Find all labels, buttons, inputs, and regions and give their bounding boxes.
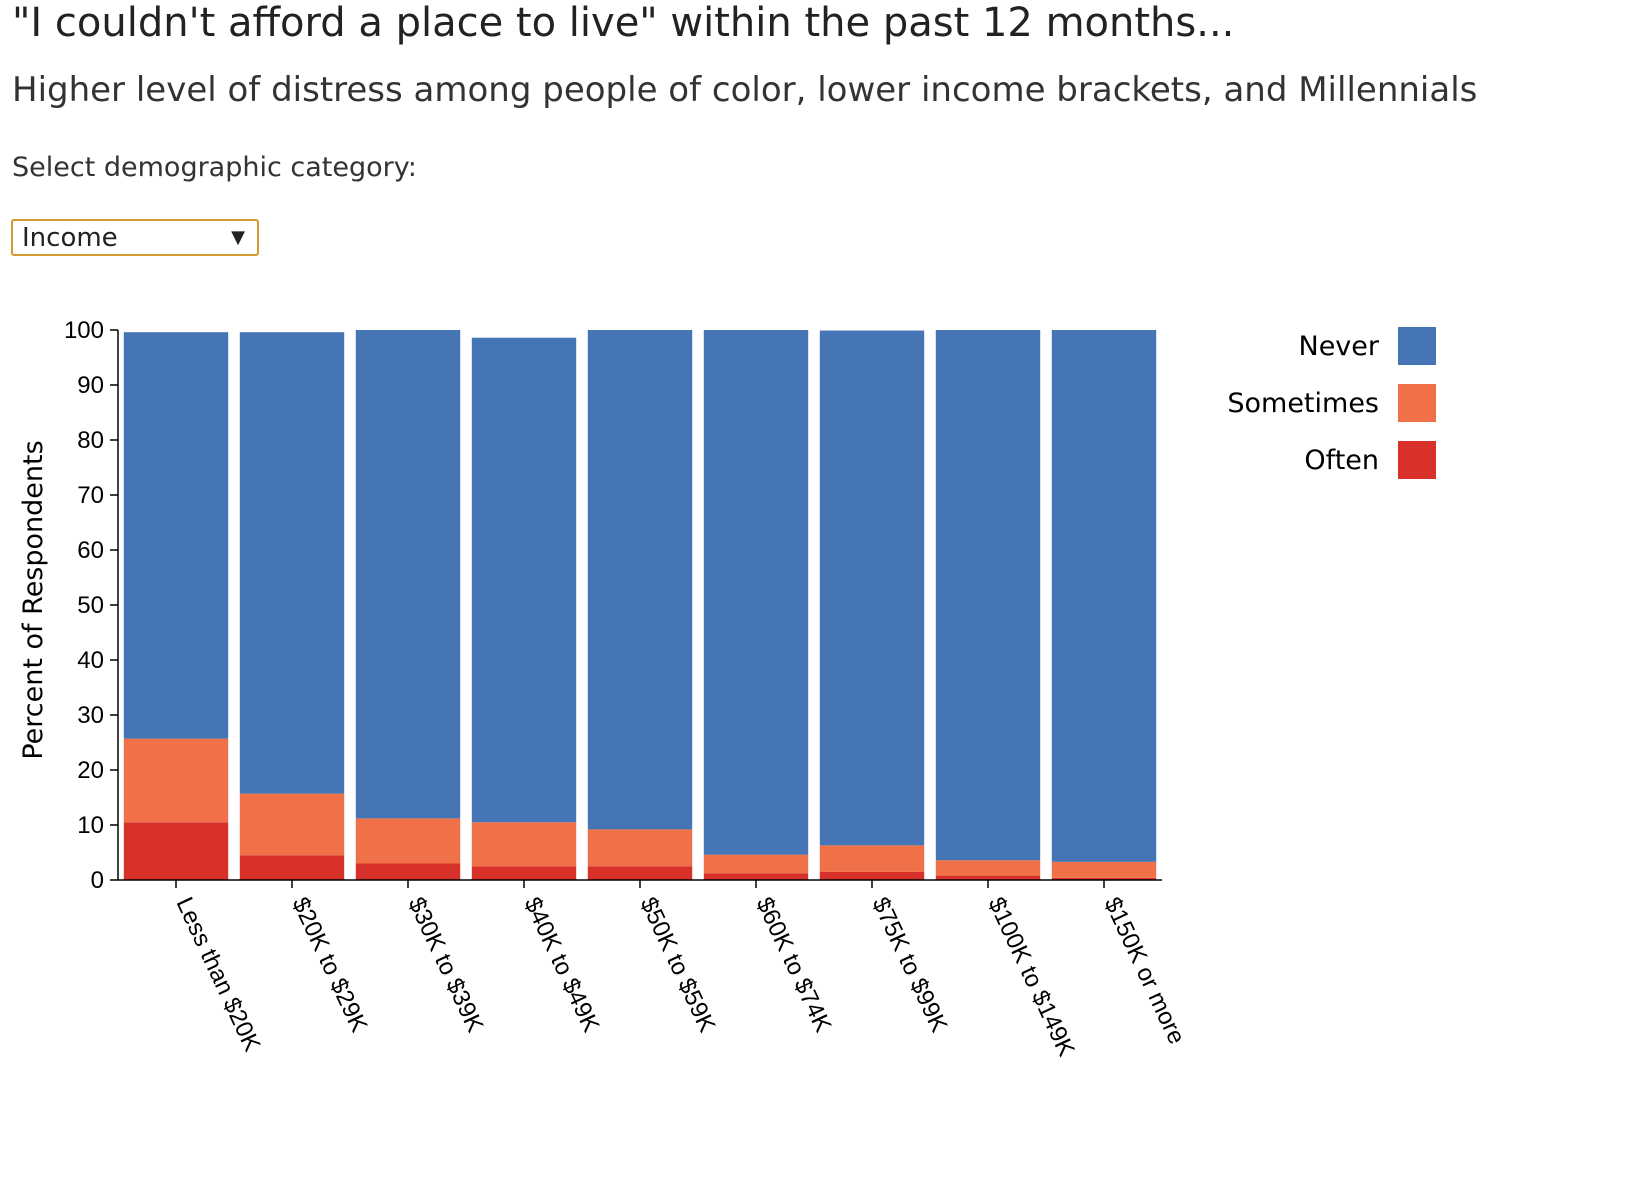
legend-label-never: Never: [1299, 331, 1380, 362]
legend-label-sometimes: Sometimes: [1227, 388, 1379, 419]
x-axis: Less than $20K $20K to $29K $30K to $39K $4…: [118, 879, 1191, 1061]
demographic-select-value: Income: [22, 222, 118, 253]
bar-often-2: [355, 863, 461, 880]
bar-often-0: [123, 822, 229, 880]
bar-sometimes-0: [123, 738, 229, 823]
bar-sometimes-5: [703, 854, 809, 874]
bar-never-0: [123, 332, 229, 739]
y-tick-label-2: 20: [77, 757, 104, 784]
legend-label-often: Often: [1304, 445, 1379, 476]
bar-never-3: [471, 337, 577, 823]
x-tick-label-5: $60K to $74K: [751, 893, 837, 1036]
x-tick-label-3: $40K to $49K: [519, 893, 605, 1036]
x-tick-label-7: $100K to $149K: [983, 893, 1080, 1060]
bar-never-8: [1051, 330, 1157, 862]
bar-never-5: [703, 330, 809, 855]
bar-never-7: [935, 330, 1041, 861]
bar-sometimes-7: [935, 860, 1041, 876]
y-tick-label-1: 10: [77, 812, 104, 839]
bar-often-8: [1051, 877, 1157, 880]
x-tick-label-1: $20K to $29K: [287, 893, 373, 1036]
bar-never-1: [239, 332, 345, 794]
x-tick-label-2: $30K to $39K: [403, 893, 489, 1036]
y-tick-label-10: 100: [64, 317, 104, 344]
demographic-select[interactable]: Income ▼: [11, 219, 259, 256]
chart-subtitle: Higher level of distress among people of…: [12, 70, 1478, 110]
x-tick-label-6: $75K to $99K: [867, 893, 953, 1036]
y-tick-label-0: 0: [91, 867, 104, 894]
bar-never-2: [355, 330, 461, 819]
bar-often-1: [239, 855, 345, 880]
y-tick-label-6: 60: [77, 537, 104, 564]
stacked-bar-chart: 0 10 20 30 40 50 60 70 80 90 100 Less than $20K $20…: [18, 317, 1436, 1061]
bar-often-5: [703, 873, 809, 880]
y-tick-label-7: 70: [77, 482, 104, 509]
legend-swatch-often: [1398, 441, 1436, 479]
bar-often-7: [935, 875, 1041, 880]
chart-title: "I couldn't afford a place to live" with…: [12, 0, 1235, 46]
bar-never-6: [819, 330, 925, 846]
bar-often-6: [819, 871, 925, 880]
y-axis: 0 10 20 30 40 50 60 70 80 90 100: [64, 317, 119, 894]
bars-group: [123, 330, 1157, 880]
x-tick-label-0: Less than $20K: [171, 893, 266, 1056]
legend-swatch-sometimes: [1398, 384, 1436, 422]
bar-sometimes-1: [239, 793, 345, 856]
dropdown-arrow-icon: ▼: [231, 227, 245, 248]
bar-sometimes-6: [819, 845, 925, 872]
select-label: Select demographic category:: [12, 152, 417, 183]
bar-often-3: [471, 866, 577, 880]
bar-never-4: [587, 330, 693, 830]
bar-sometimes-4: [587, 829, 693, 867]
y-tick-label-9: 90: [77, 372, 104, 399]
x-tick-label-4: $50K to $59K: [635, 893, 721, 1036]
bar-often-4: [587, 866, 693, 880]
bar-sometimes-3: [471, 822, 577, 867]
legend-swatch-never: [1398, 327, 1436, 365]
y-tick-label-3: 30: [77, 702, 104, 729]
y-tick-label-5: 50: [77, 592, 104, 619]
y-tick-label-4: 40: [77, 647, 104, 674]
bar-sometimes-8: [1051, 861, 1157, 878]
x-tick-label-8: $150K or more: [1099, 893, 1191, 1048]
legend: Never Sometimes Often: [1227, 327, 1436, 479]
bar-sometimes-2: [355, 818, 461, 864]
y-axis-title: Percent of Respondents: [18, 440, 49, 759]
y-tick-label-8: 80: [77, 427, 104, 454]
